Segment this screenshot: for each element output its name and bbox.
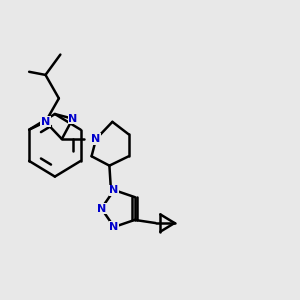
- Text: N: N: [68, 114, 77, 124]
- Text: N: N: [110, 185, 119, 195]
- Text: N: N: [41, 117, 50, 127]
- Text: N: N: [97, 203, 106, 214]
- Text: N: N: [110, 222, 119, 232]
- Text: N: N: [92, 134, 100, 144]
